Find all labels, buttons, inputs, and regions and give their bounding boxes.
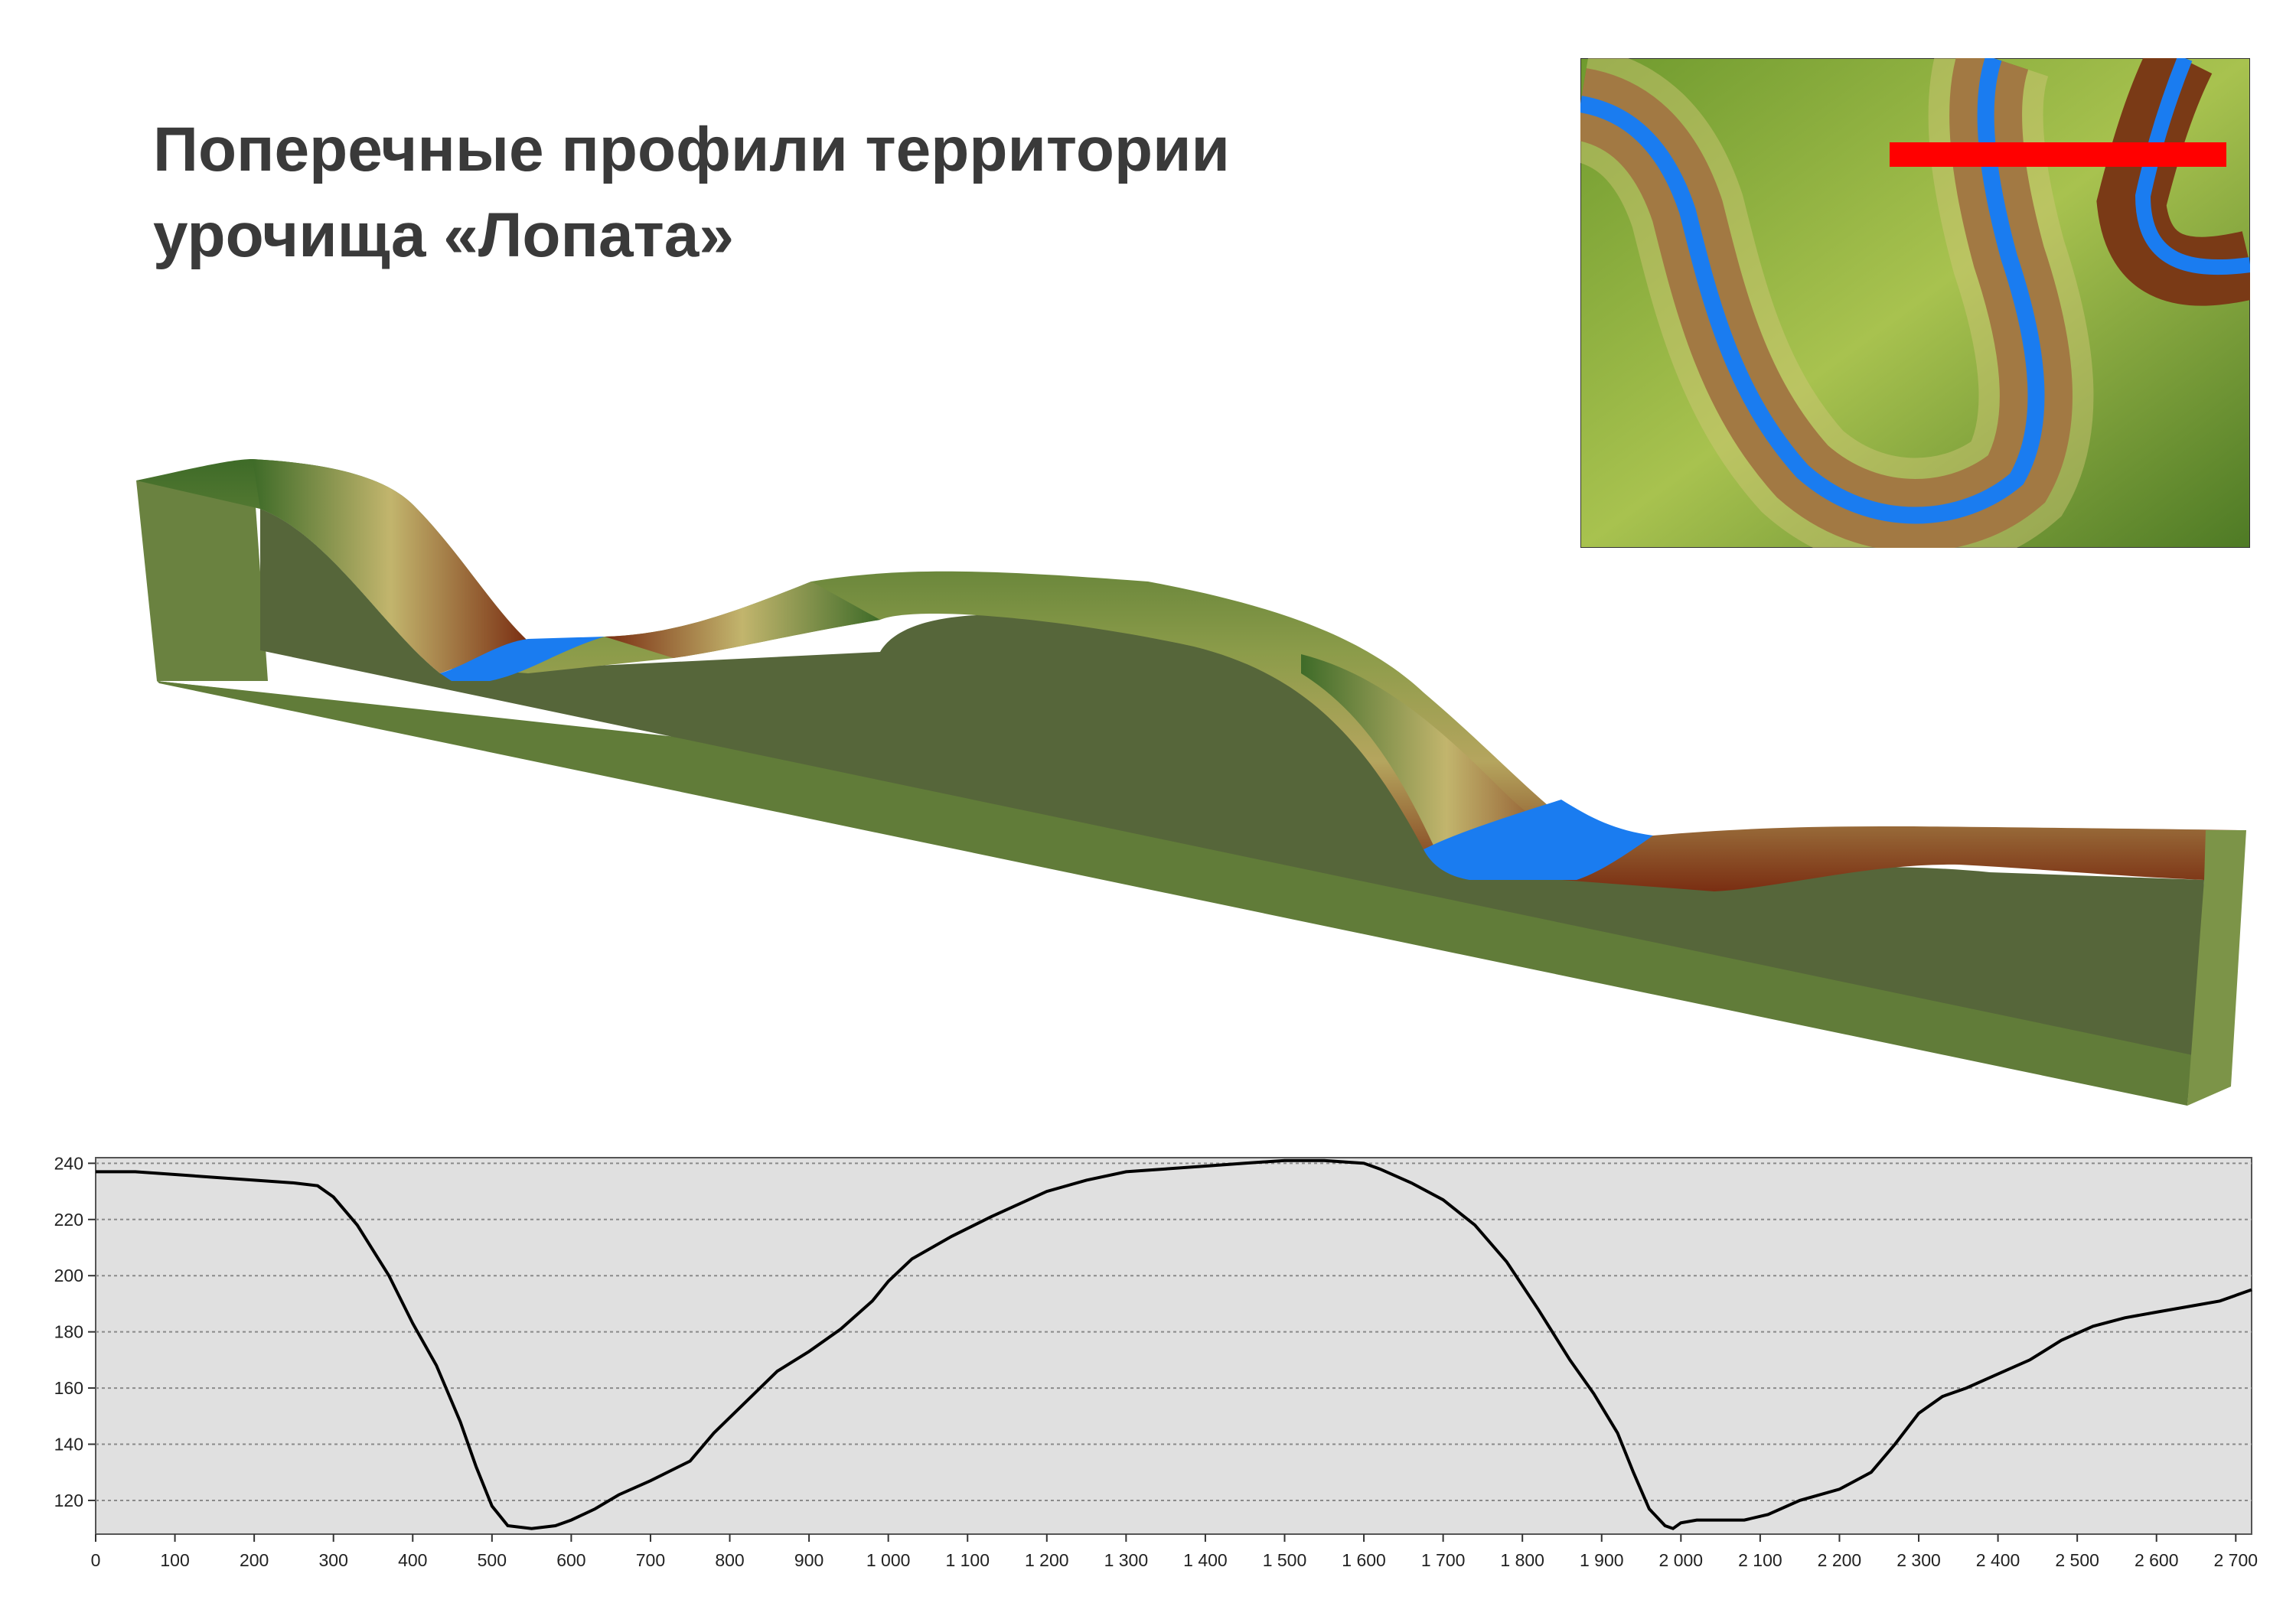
inset-river-main — [1580, 58, 2045, 524]
x-tick-label: 1 000 — [866, 1550, 911, 1570]
x-tick-label: 700 — [636, 1550, 665, 1570]
x-tick-label: 1 100 — [945, 1550, 990, 1570]
inset-map — [1580, 58, 2250, 548]
x-tick-label: 100 — [160, 1550, 189, 1570]
page-title: Поперечные профили территории урочища «Л… — [153, 107, 1416, 279]
x-tick-label: 800 — [715, 1550, 744, 1570]
terrain-right-slope — [1301, 654, 1592, 857]
river-left — [440, 637, 605, 681]
x-tick-label: 1 400 — [1183, 1550, 1228, 1570]
grid-lines — [96, 1162, 2252, 1501]
x-tick-label: 1 300 — [1104, 1550, 1149, 1570]
profile-line — [96, 1158, 2252, 1530]
x-tick-label: 2 600 — [2135, 1550, 2179, 1570]
inset-river-right — [2135, 58, 2250, 275]
y-tick-label: 180 — [54, 1322, 83, 1342]
x-tick-label: 1 600 — [1342, 1550, 1386, 1570]
x-tick-label: 500 — [478, 1550, 507, 1570]
terrain-block-front — [157, 681, 2206, 1106]
x-tick-label: 1 900 — [1580, 1550, 1624, 1570]
x-tick-label: 300 — [319, 1550, 348, 1570]
title-line-2: урочища «Лопата» — [153, 200, 734, 270]
y-tick-label: 140 — [54, 1435, 83, 1455]
x-tick-label: 200 — [240, 1550, 269, 1570]
section-line-marker — [1890, 142, 2226, 167]
y-tick-label: 220 — [54, 1210, 83, 1230]
x-tick-label: 1 500 — [1263, 1550, 1307, 1570]
x-tick-label: 900 — [794, 1550, 823, 1570]
y-axis: 120 140 160 180 200 220 240 — [54, 1153, 96, 1510]
x-tick-label: 1 200 — [1025, 1550, 1069, 1570]
x-tick-label: 2 100 — [1738, 1550, 1782, 1570]
x-tick-label: 600 — [556, 1550, 585, 1570]
plot-area — [95, 1157, 2252, 1535]
x-tick-label: 1 700 — [1421, 1550, 1466, 1570]
terrain-section-face — [260, 509, 2204, 1056]
x-tick-label: 400 — [398, 1550, 427, 1570]
x-tick-label: 2 300 — [1896, 1550, 1941, 1570]
x-tick-label: 1 800 — [1500, 1550, 1544, 1570]
x-tick-label: 2 000 — [1659, 1550, 1704, 1570]
x-tick-label: 2 400 — [1976, 1550, 2020, 1570]
x-tick-label: 2 500 — [2055, 1550, 2099, 1570]
terrain-left-slope — [253, 459, 528, 673]
y-tick-label: 240 — [54, 1153, 83, 1173]
terrain-block-diagram — [136, 459, 2246, 1106]
terrain-block-right-end — [2187, 830, 2246, 1106]
terrain-hill-slope — [605, 582, 880, 658]
x-tick-label: 2 200 — [1818, 1550, 1862, 1570]
elevation-profile-chart: 120 140 160 180 200 220 240 0 100 200 300 400 500 60… — [54, 1153, 2258, 1570]
y-tick-label: 200 — [54, 1266, 83, 1285]
river-right — [1424, 800, 1653, 880]
terrain-block-left-end — [136, 463, 268, 681]
title-line-1: Поперечные профили территории — [153, 115, 1230, 184]
x-tick-label: 0 — [91, 1550, 101, 1570]
y-tick-label: 120 — [54, 1491, 83, 1510]
x-tick-label: 2 700 — [2214, 1550, 2258, 1570]
y-tick-label: 160 — [54, 1378, 83, 1398]
x-axis: 0 100 200 300 400 500 600 700 800 900 1 000 1 100 1 … — [91, 1534, 2258, 1570]
